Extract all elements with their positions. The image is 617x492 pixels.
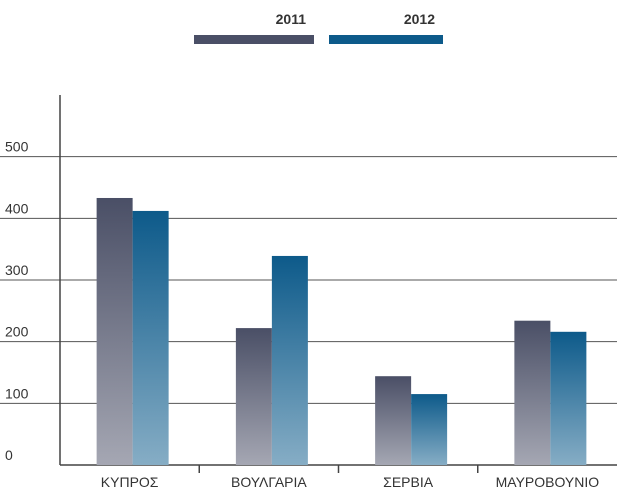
legend-label: 2011 xyxy=(276,11,307,27)
bar xyxy=(271,255,308,465)
bar xyxy=(514,320,551,465)
y-tick-label: 0 xyxy=(5,447,13,463)
bar xyxy=(375,376,412,465)
y-tick-label: 400 xyxy=(5,200,29,216)
bar xyxy=(411,394,448,465)
x-tick-label: ΣΕΡΒΙΑ xyxy=(383,474,434,490)
y-tick-label: 500 xyxy=(5,139,29,155)
y-tick-label: 100 xyxy=(5,385,29,401)
bar xyxy=(96,197,133,465)
x-tick-label: ΒΟΥΛΓΑΡΙΑ xyxy=(231,474,307,490)
legend-label: 2012 xyxy=(404,11,435,27)
legend-swatch xyxy=(194,35,314,44)
y-tick-label: 300 xyxy=(5,262,29,278)
x-tick-label: ΜΑΥΡΟΒΟΥΝΙΟ xyxy=(496,474,600,490)
bar xyxy=(550,331,587,465)
bar xyxy=(132,210,169,465)
bar xyxy=(235,328,272,465)
legend-swatch xyxy=(329,35,443,44)
y-tick-label: 200 xyxy=(5,324,29,340)
x-tick-label: ΚΥΠΡΟΣ xyxy=(101,474,159,490)
